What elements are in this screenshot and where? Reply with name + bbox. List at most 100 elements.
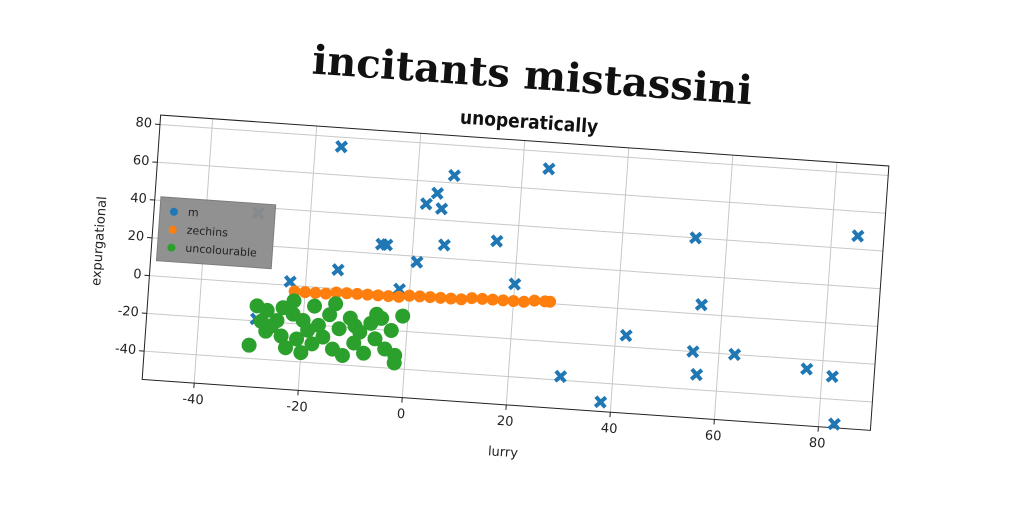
x-tick-label: 80 xyxy=(808,436,826,452)
point xyxy=(307,298,323,314)
point xyxy=(289,331,305,347)
grid-line xyxy=(144,350,873,403)
x-tick-label: 60 xyxy=(704,428,722,444)
point xyxy=(689,231,703,245)
x-tick-label: 40 xyxy=(600,421,618,437)
point xyxy=(283,274,297,289)
grid-line xyxy=(159,124,889,176)
point xyxy=(507,295,520,308)
point xyxy=(285,306,301,322)
grid-line xyxy=(157,161,886,214)
legend-label: uncolourable xyxy=(185,242,258,260)
y-tick-label: 20 xyxy=(127,229,145,245)
point xyxy=(304,336,320,352)
point xyxy=(689,367,704,382)
y-tick-label: -40 xyxy=(114,342,136,358)
point xyxy=(331,321,347,337)
point xyxy=(315,329,331,345)
point xyxy=(346,335,362,351)
rotated-chart: incitants mistassini unoperatically lurr… xyxy=(89,37,890,461)
grid-line xyxy=(154,199,883,252)
point xyxy=(553,369,568,384)
point xyxy=(286,293,302,309)
y-tick-label: -20 xyxy=(117,304,139,320)
chart-subtitle: unoperatically xyxy=(459,107,599,139)
point xyxy=(278,340,294,356)
x-tick-label: 20 xyxy=(496,414,514,430)
point xyxy=(361,288,374,301)
point xyxy=(544,295,557,308)
point xyxy=(430,186,445,200)
x-tick-label: 0 xyxy=(396,407,405,423)
legend-marker xyxy=(168,225,177,234)
point xyxy=(686,344,700,359)
point xyxy=(372,289,385,302)
point xyxy=(437,238,451,252)
point xyxy=(369,306,385,322)
point xyxy=(528,294,541,307)
point xyxy=(410,255,424,269)
legend-marker xyxy=(169,207,178,216)
point xyxy=(542,162,556,176)
point xyxy=(322,307,338,323)
point xyxy=(486,293,499,306)
point xyxy=(800,362,814,376)
point xyxy=(447,168,462,183)
point xyxy=(331,263,345,277)
chart-title: incitants mistassini xyxy=(311,37,754,115)
point xyxy=(727,347,742,362)
legend-label: m xyxy=(187,206,199,220)
point xyxy=(508,277,522,291)
point xyxy=(434,202,449,216)
point xyxy=(465,292,478,305)
point xyxy=(386,355,402,371)
plot-frame xyxy=(141,114,890,431)
point xyxy=(694,298,709,312)
point xyxy=(383,322,399,338)
legend-marker xyxy=(167,243,176,252)
point xyxy=(330,286,343,299)
y-axis-label: expurgational xyxy=(89,196,110,287)
point xyxy=(490,234,504,248)
y-tick-label: 80 xyxy=(135,115,153,131)
x-tick-label: -20 xyxy=(286,399,308,415)
point xyxy=(380,238,394,252)
point xyxy=(334,140,349,154)
point xyxy=(334,348,350,364)
point xyxy=(476,292,489,305)
point xyxy=(241,337,257,353)
point xyxy=(269,313,285,329)
point xyxy=(413,290,426,303)
point xyxy=(419,197,433,211)
y-tick-label: 60 xyxy=(132,153,150,169)
y-tick-label: 40 xyxy=(130,191,148,207)
x-axis-label: lurry xyxy=(487,444,518,461)
point xyxy=(827,417,841,431)
legend-box xyxy=(155,196,277,270)
point xyxy=(259,302,275,318)
point xyxy=(328,296,344,312)
grid-line xyxy=(505,140,526,405)
point xyxy=(356,345,372,361)
point xyxy=(444,292,457,305)
point xyxy=(497,294,510,307)
point xyxy=(851,229,865,243)
point xyxy=(309,286,322,299)
point xyxy=(395,308,411,324)
legend-label: zechins xyxy=(186,224,228,240)
grid-line xyxy=(609,147,630,413)
point xyxy=(310,317,326,333)
point xyxy=(299,286,312,299)
point xyxy=(825,369,839,384)
point xyxy=(367,331,383,347)
point xyxy=(392,290,405,303)
point xyxy=(593,395,608,409)
grid-line xyxy=(817,162,838,427)
point xyxy=(347,318,363,334)
point xyxy=(434,291,447,304)
point xyxy=(382,290,395,303)
y-tick-label: 0 xyxy=(133,267,142,283)
point xyxy=(340,287,353,300)
point xyxy=(319,287,332,300)
